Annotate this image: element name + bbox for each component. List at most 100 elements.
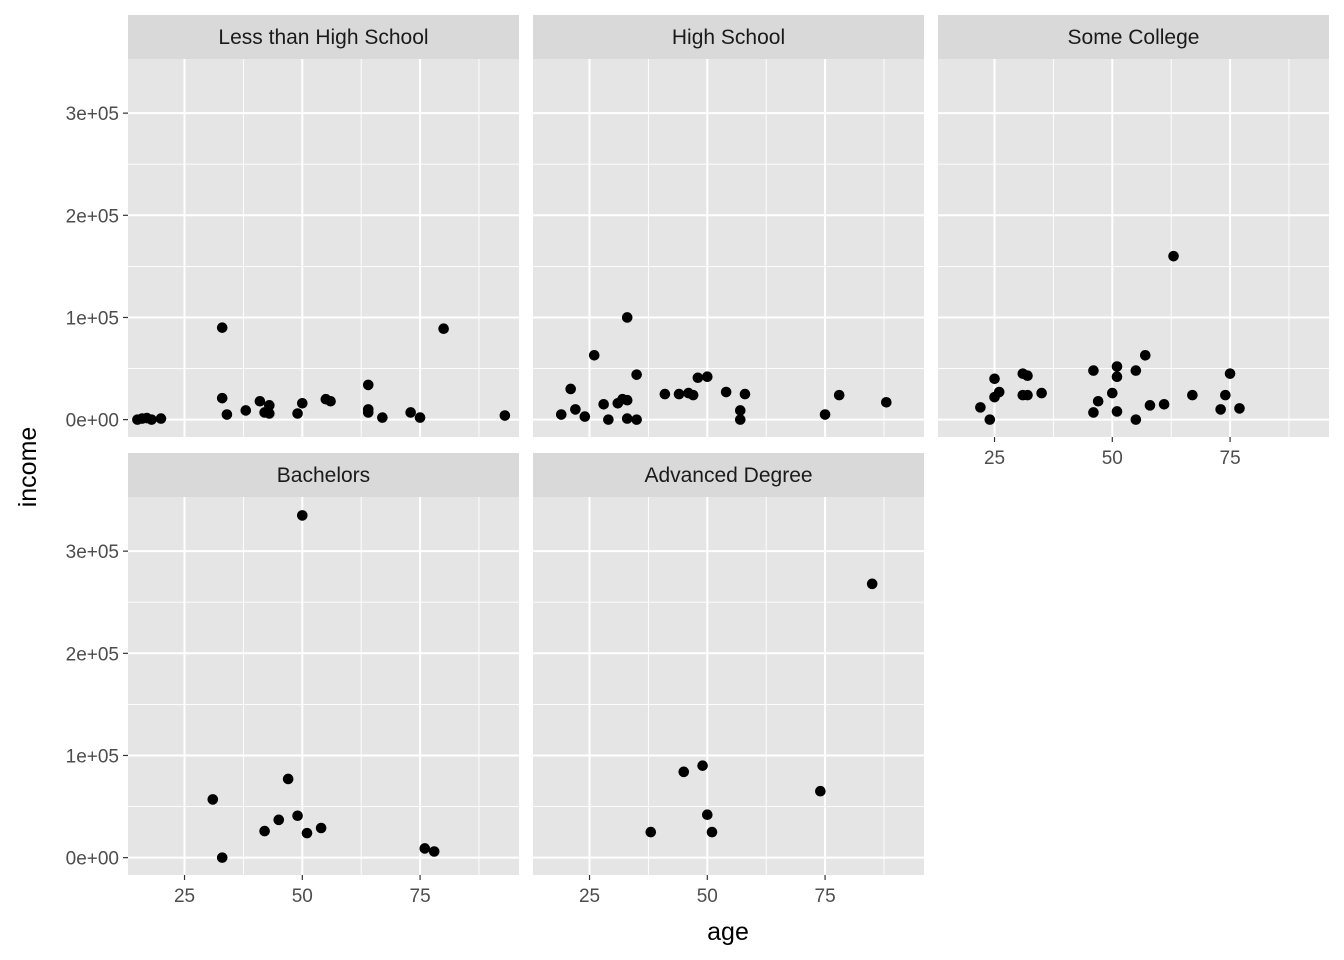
data-point xyxy=(645,826,657,838)
facet-less-than-high-school: Less than High School xyxy=(128,15,519,437)
data-point xyxy=(984,414,996,425)
data-point xyxy=(377,412,388,423)
data-point xyxy=(678,766,690,778)
data-point xyxy=(1022,370,1033,382)
facet-strip-label: Some College xyxy=(1068,26,1200,49)
panel-background xyxy=(533,59,924,437)
data-point xyxy=(428,846,440,857)
data-point xyxy=(881,396,892,408)
x-tick-label: 50 xyxy=(1102,448,1123,469)
data-point xyxy=(1088,365,1099,376)
facet-strip xyxy=(938,15,1329,59)
data-point xyxy=(631,369,642,380)
facet-strip xyxy=(533,453,924,497)
axes: 0e+00 1e+05 2e+05 3e+05 25 50 75 0e+00 1e+05 2e+0… xyxy=(66,104,1241,907)
data-point xyxy=(631,414,642,425)
data-point xyxy=(1111,371,1123,383)
facet-some-college: Some College xyxy=(938,15,1329,437)
x-tick-label: 25 xyxy=(984,448,1005,469)
data-point xyxy=(702,371,713,383)
data-point xyxy=(240,405,252,416)
data-point xyxy=(734,414,746,425)
facet-panels: Less than High School High School Some Col… xyxy=(128,15,1329,875)
facet-strip-label: Advanced Degree xyxy=(644,464,812,487)
data-point xyxy=(221,409,233,420)
data-point xyxy=(702,809,713,821)
facet-strip-label: Less than High School xyxy=(218,26,428,49)
data-point xyxy=(570,404,581,415)
data-point xyxy=(989,373,1000,385)
facet-strip xyxy=(128,15,519,59)
data-point xyxy=(292,810,303,822)
data-point xyxy=(1168,250,1179,262)
data-point xyxy=(1088,407,1099,418)
data-point xyxy=(297,510,308,521)
data-point xyxy=(565,383,576,395)
panel-background xyxy=(533,497,924,875)
data-point xyxy=(362,407,374,418)
data-point xyxy=(1111,406,1123,417)
y-tick-label: 1e+05 xyxy=(66,308,119,329)
data-point xyxy=(621,394,633,406)
x-tick-label: 50 xyxy=(697,886,718,907)
x-tick-label: 50 xyxy=(292,886,313,907)
data-point xyxy=(706,826,718,838)
panel-background xyxy=(128,497,519,875)
data-point xyxy=(866,578,878,590)
y-axis-title: income xyxy=(14,427,42,508)
data-point xyxy=(362,379,374,391)
facet-strip-label: High School xyxy=(672,26,785,49)
data-point xyxy=(207,794,219,805)
data-point xyxy=(216,322,228,333)
data-point xyxy=(1107,387,1118,399)
data-point xyxy=(1022,389,1033,401)
data-point xyxy=(438,323,449,335)
data-point xyxy=(819,409,831,420)
data-point xyxy=(216,852,228,863)
data-point xyxy=(264,400,275,411)
data-point xyxy=(659,388,671,400)
data-point xyxy=(1130,414,1142,425)
data-point xyxy=(1158,399,1170,410)
data-point xyxy=(1215,404,1226,415)
facet-high-school: High School xyxy=(533,15,924,437)
data-point xyxy=(1111,361,1123,372)
panel-background xyxy=(128,59,519,437)
facet-strip-label: Bachelors xyxy=(277,464,370,487)
data-point xyxy=(301,827,313,839)
facet-bachelors: Bachelors xyxy=(128,453,519,875)
y-tick-label: 0e+00 xyxy=(66,411,119,432)
data-point xyxy=(414,412,426,423)
data-point xyxy=(687,389,699,401)
y-tick-label: 2e+05 xyxy=(66,644,119,665)
data-point xyxy=(697,760,708,771)
x-tick-label: 25 xyxy=(174,886,195,907)
data-point xyxy=(1092,395,1104,407)
y-tick-label: 3e+05 xyxy=(66,104,119,125)
x-tick-label: 75 xyxy=(410,886,431,907)
data-point xyxy=(588,349,600,361)
data-point xyxy=(273,814,285,826)
data-point xyxy=(499,410,511,421)
data-point xyxy=(315,822,327,834)
data-point xyxy=(216,392,228,404)
data-point xyxy=(673,388,685,400)
data-point xyxy=(579,411,591,422)
y-tick-label: 0e+00 xyxy=(66,849,119,870)
x-tick-label: 75 xyxy=(1220,448,1241,469)
data-point xyxy=(993,386,1005,398)
data-point xyxy=(1144,400,1156,411)
data-point xyxy=(1130,365,1142,376)
x-axis-title: age xyxy=(707,918,749,946)
data-point xyxy=(621,312,633,323)
data-point xyxy=(405,407,416,418)
data-point xyxy=(833,389,845,401)
data-point xyxy=(1036,387,1047,399)
data-point xyxy=(1139,349,1151,361)
data-point xyxy=(146,414,157,425)
data-point xyxy=(1220,389,1231,401)
data-point xyxy=(720,386,732,398)
data-point xyxy=(621,413,633,424)
data-point xyxy=(975,402,986,413)
